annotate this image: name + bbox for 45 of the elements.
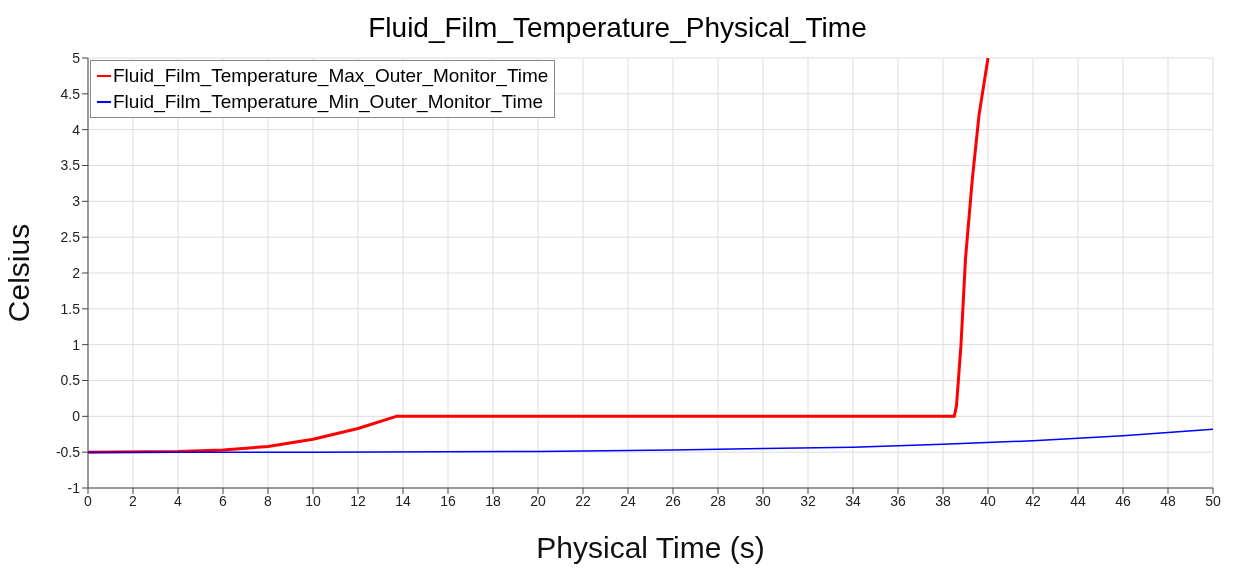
x-tick-label: 30 <box>755 492 771 509</box>
x-axis-title: Physical Time (s) <box>536 531 765 564</box>
x-tick-label: 0 <box>84 492 93 509</box>
line-series <box>88 428 1213 453</box>
x-tick-label: 16 <box>440 492 456 509</box>
x-tick-label: 12 <box>350 492 366 509</box>
x-tick-label: 24 <box>620 492 636 509</box>
x-tick-label: 46 <box>1115 492 1131 509</box>
y-tick-label: 0 <box>72 408 81 425</box>
x-tick-label: 10 <box>305 492 321 509</box>
x-tick-label: 26 <box>665 492 681 509</box>
y-tick-label: 2 <box>72 264 81 281</box>
x-tick-label: 28 <box>710 492 726 509</box>
x-tick-label: 18 <box>485 492 501 509</box>
x-tick-label: 4 <box>174 492 183 509</box>
y-tick-label: 1 <box>72 336 81 353</box>
y-tick-label: 2.5 <box>60 229 81 246</box>
y-tick-label: -0.5 <box>55 444 81 461</box>
x-tick-label: 2 <box>129 492 138 509</box>
chart-title: Fluid_Film_Temperature_Physical_Time <box>367 11 868 45</box>
x-tick-label: 42 <box>1025 492 1041 509</box>
y-tick-label: 4 <box>72 121 81 138</box>
x-tick-label: 40 <box>980 492 996 509</box>
y-tick-label: 3 <box>72 193 81 210</box>
x-tick-label: 50 <box>1205 492 1221 509</box>
x-tick-label: 6 <box>219 492 228 509</box>
line-series <box>88 58 990 454</box>
x-tick-label: 8 <box>264 492 273 509</box>
y-tick-label: 5 <box>72 49 81 66</box>
x-tick-label: 32 <box>800 492 816 509</box>
x-tick-label: 36 <box>890 492 906 509</box>
x-tick-label: 22 <box>575 492 591 509</box>
y-tick-label: 4.5 <box>60 85 81 102</box>
x-tick-label: 38 <box>935 492 951 509</box>
y-tick-label: 3.5 <box>60 157 81 174</box>
x-tick-label: 34 <box>845 492 861 509</box>
legend-label: Fluid_Film_Temperature_Max_Outer_Monitor_Time <box>113 64 549 89</box>
y-tick-label: -1 <box>67 479 81 496</box>
x-tick-label: 44 <box>1070 492 1086 509</box>
y-tick-label: 1.5 <box>60 300 81 317</box>
y-tick-label: 0.5 <box>60 372 81 389</box>
x-tick-label: 48 <box>1160 492 1176 509</box>
legend-label: Fluid_Film_Temperature_Min_Outer_Monitor_Time <box>113 90 544 115</box>
x-tick-label: 14 <box>395 492 411 509</box>
x-tick-label: 20 <box>530 492 546 509</box>
